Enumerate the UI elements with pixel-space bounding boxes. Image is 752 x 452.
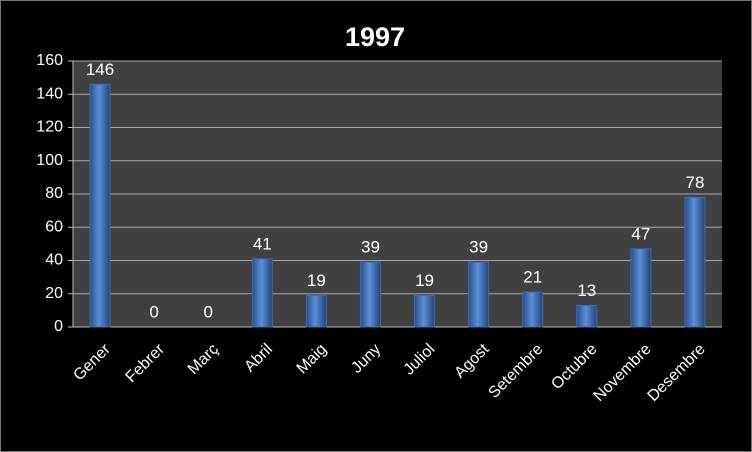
data-label: 78 [685,173,704,192]
bar [684,196,706,328]
bar [576,304,598,328]
y-tick-label: 60 [45,218,63,235]
bar [359,261,381,328]
bar [251,258,273,328]
data-label: 21 [523,268,542,287]
y-tick-label: 80 [45,185,63,202]
bar [305,294,327,328]
data-label: 39 [361,238,380,257]
y-tick-label: 20 [45,285,63,302]
chart-title: 1997 [345,22,405,52]
bar [630,248,652,328]
bar [89,83,111,328]
bar [468,261,490,328]
data-label: 19 [307,271,326,290]
bar [522,291,544,328]
data-label: 146 [86,60,114,79]
data-label: 0 [149,302,158,321]
data-label: 47 [631,224,650,243]
y-tick-label: 120 [36,119,63,136]
y-tick-label: 140 [36,85,63,102]
data-label: 39 [469,238,488,257]
y-tick-label: 100 [36,152,63,169]
y-tick-label: 40 [45,252,63,269]
y-tick-label: 0 [54,318,63,335]
data-label: 41 [253,234,272,253]
bar [414,294,436,328]
y-tick-label: 160 [36,52,63,69]
data-label: 0 [203,302,212,321]
data-label: 19 [415,271,434,290]
data-label: 13 [577,281,596,300]
